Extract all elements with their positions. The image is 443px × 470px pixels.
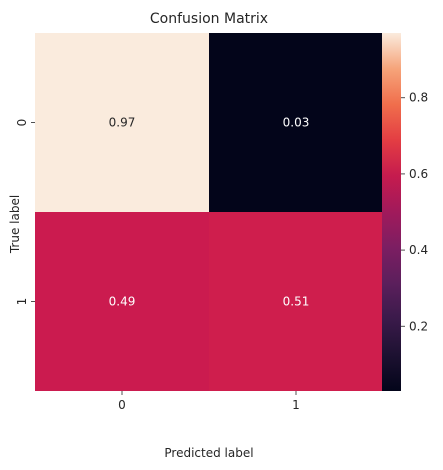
y-axis-ticks: 01 xyxy=(15,119,35,306)
x-axis-label: Predicted label xyxy=(164,446,253,460)
cell-annotation-1-1: 0.51 xyxy=(283,295,310,309)
chart-title: Confusion Matrix xyxy=(150,11,268,27)
y-tick-label-0: 0 xyxy=(15,119,29,127)
cell-annotation-0-1: 0.03 xyxy=(283,116,310,130)
x-tick-label-1: 1 xyxy=(292,398,300,412)
heatmap-cell-0-1 xyxy=(209,33,383,212)
heatmap-cell-1-1 xyxy=(209,212,383,391)
y-axis-label: True label xyxy=(8,195,22,254)
colorbar-ticks: 0.2 0.4 0.6 0.8 xyxy=(401,91,428,333)
colorbar-tick-label-2: 0.6 xyxy=(409,167,428,181)
colorbar-tick-label-3: 0.8 xyxy=(409,91,428,105)
cell-annotations: 0.97 0.03 0.49 0.51 xyxy=(109,116,310,309)
heatmap-cell-0-0 xyxy=(35,33,209,212)
colorbar-tick-label-1: 0.4 xyxy=(409,243,428,257)
colorbar-tick-label-0: 0.2 xyxy=(409,319,428,333)
x-tick-label-0: 0 xyxy=(118,398,126,412)
cell-annotation-1-0: 0.49 xyxy=(109,295,136,309)
cell-annotation-0-0: 0.97 xyxy=(109,116,136,130)
heatmap-cells xyxy=(35,33,383,391)
y-tick-label-1: 1 xyxy=(15,298,29,306)
heatmap-cell-1-0 xyxy=(35,212,209,391)
colorbar xyxy=(382,33,401,391)
